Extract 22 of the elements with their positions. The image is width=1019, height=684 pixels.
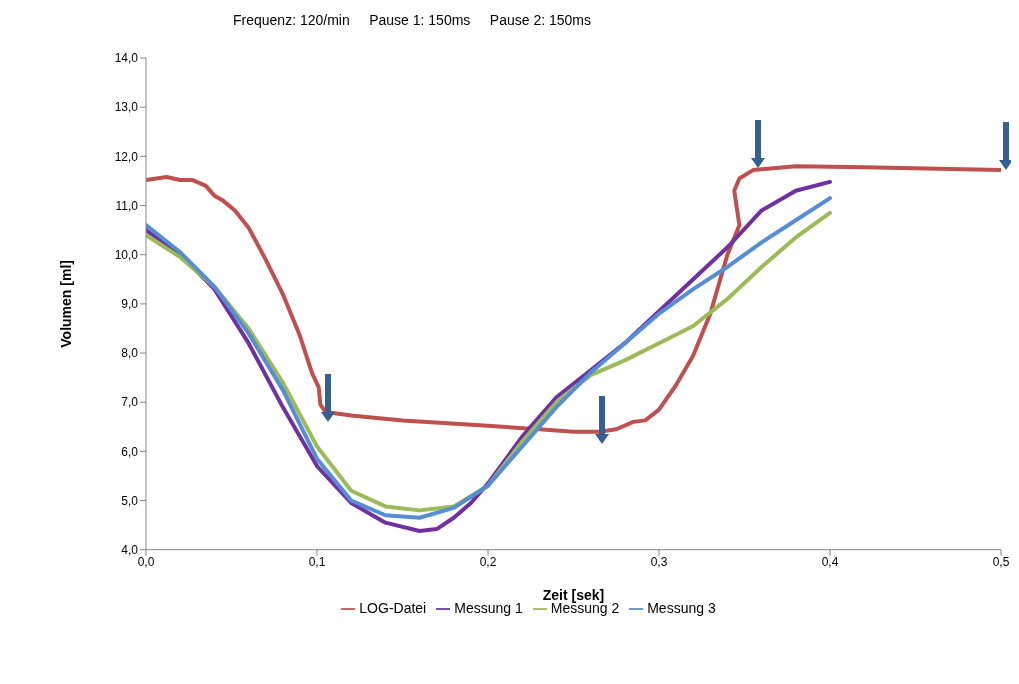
y-tick-label: 4,0 (121, 542, 139, 557)
y-tick-label: 9,0 (121, 297, 139, 312)
x-tick-label: 0,2 (479, 555, 497, 570)
legend-label: Messung 3 (647, 599, 716, 616)
y-tick-label: 5,0 (121, 493, 139, 508)
legend-label: Messung 1 (454, 599, 523, 616)
chart-title: Frequenz: 120/min Pause 1: 150ms Pause 2: 150ms (233, 12, 591, 28)
y-tick-label: 11,0 (115, 198, 139, 213)
x-tick-label: 0,5 (992, 555, 1010, 570)
y-tick-label: 10,0 (114, 247, 139, 262)
y-tick-label: 13,0 (114, 100, 139, 115)
x-tick-label: 0,1 (308, 555, 326, 570)
x-tick-label: 0,4 (821, 555, 839, 570)
x-tick-label: 0,3 (650, 555, 668, 570)
y-tick-label: 12,0 (114, 149, 139, 164)
legend-label: LOG-Datei (359, 599, 427, 616)
y-tick-label: 8,0 (121, 346, 139, 361)
x-tick-label: 0,0 (137, 555, 155, 570)
y-tick-label: 14,0 (114, 51, 139, 66)
y-tick-label: 6,0 (121, 444, 139, 459)
y-axis-title: Volumen [ml] (57, 260, 74, 348)
y-tick-label: 7,0 (121, 395, 139, 410)
